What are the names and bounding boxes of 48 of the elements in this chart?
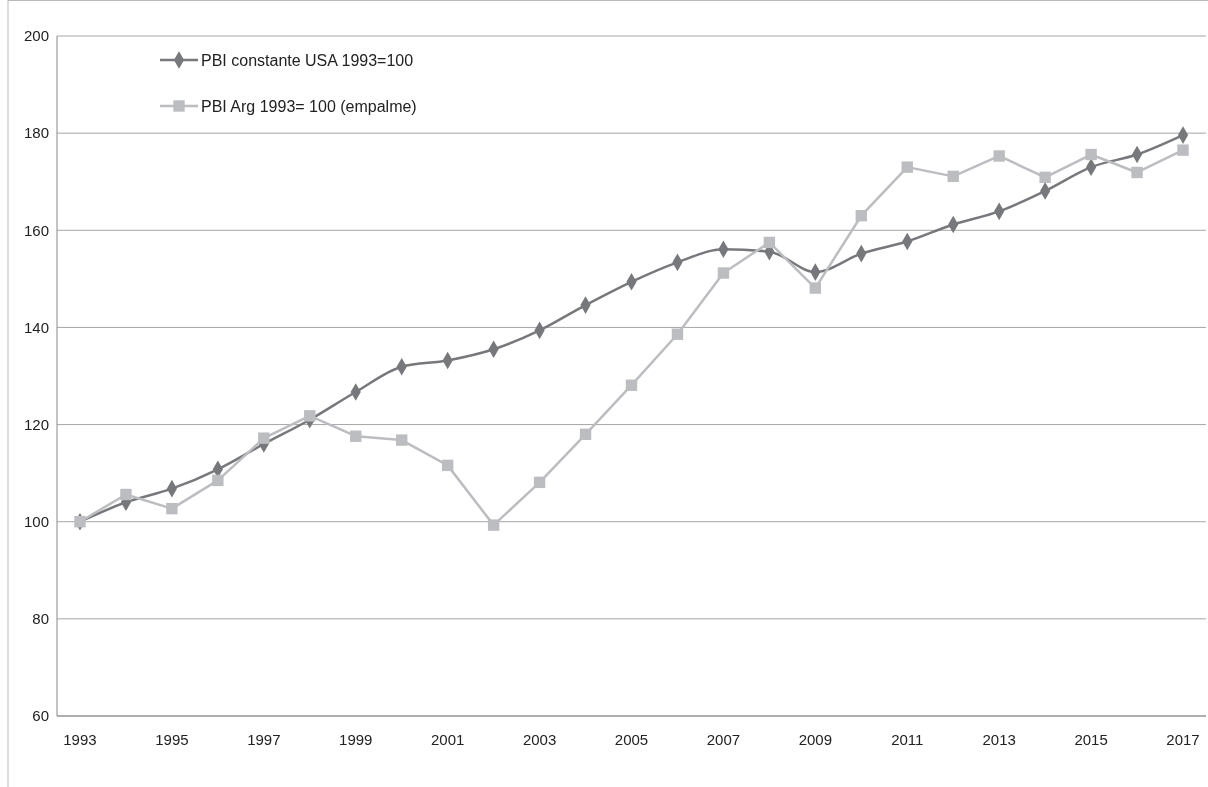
x-tick-label: 2017	[1166, 731, 1200, 748]
y-tick-label: 140	[23, 318, 49, 336]
y-tick-label: 100	[23, 512, 49, 530]
x-tick-label: 2001	[430, 731, 465, 748]
x-tick-label: 2005	[614, 731, 649, 748]
point	[855, 210, 867, 222]
point	[901, 161, 913, 173]
point	[1039, 171, 1051, 184]
point	[441, 459, 454, 472]
y-tick-label: 80	[32, 610, 49, 628]
y-tick-label: 180	[23, 124, 49, 142]
point	[396, 434, 408, 446]
point	[579, 428, 592, 440]
x-tick-label: 2003	[522, 731, 557, 748]
point	[763, 236, 776, 249]
legend-label: PBI Arg 1993= 100 (empalme)	[201, 97, 417, 115]
point	[993, 150, 1005, 162]
point	[120, 488, 132, 501]
point	[74, 516, 86, 528]
point	[1085, 148, 1097, 161]
y-tick-label: 60	[32, 707, 49, 725]
point	[533, 476, 546, 489]
point	[212, 474, 224, 487]
point	[1177, 144, 1189, 156]
point	[947, 170, 959, 183]
x-tick-label: 1999	[339, 731, 373, 748]
y-tick-label: 200	[23, 27, 49, 45]
point	[809, 282, 822, 294]
x-tick-label: 2015	[1074, 731, 1108, 748]
point	[671, 328, 684, 340]
x-tick-label: 2009	[798, 731, 833, 748]
point	[304, 410, 316, 422]
point	[717, 267, 730, 279]
point	[350, 430, 362, 442]
y-tick-label: 120	[23, 415, 49, 433]
legend-label: PBI constante USA 1993=100	[201, 51, 414, 69]
x-tick-label: 2011	[891, 731, 924, 748]
point	[625, 379, 638, 391]
point	[1131, 166, 1143, 179]
point	[166, 502, 178, 515]
x-tick-label: 1995	[155, 731, 189, 748]
x-tick-label: 1993	[63, 731, 97, 748]
point	[487, 519, 500, 531]
x-tick-label: 2013	[982, 731, 1016, 748]
x-tick-label: 2007	[706, 731, 741, 748]
y-tick-label: 160	[23, 221, 49, 239]
point	[258, 432, 270, 444]
x-tick-label: 1997	[247, 731, 281, 748]
